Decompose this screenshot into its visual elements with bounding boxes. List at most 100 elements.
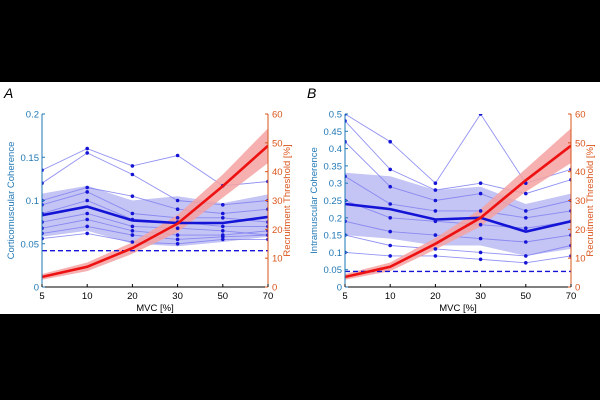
data-point: [478, 257, 483, 262]
individual-trace-6: [345, 234, 571, 257]
right-tick-label: 60: [272, 110, 283, 121]
left-axis-label: Intramuscular Coherence: [309, 147, 320, 254]
left-tick-label: 0.1: [329, 248, 342, 259]
x-tick-label: 10: [82, 291, 93, 302]
left-tick-label: 0.05: [21, 239, 40, 250]
data-point: [433, 181, 438, 185]
x-tick-label: 5: [39, 291, 44, 302]
right-tick-label: 50: [272, 138, 283, 149]
data-point: [524, 226, 528, 230]
x-tick-label: 50: [218, 291, 229, 302]
x-tick-label: 10: [385, 291, 396, 302]
right-tick-label: 60: [575, 110, 586, 121]
data-point: [524, 191, 528, 196]
data-point: [221, 203, 225, 207]
left-tick-label: 0.4: [329, 144, 342, 155]
data-point: [388, 167, 393, 172]
data-point: [221, 216, 225, 220]
data-point: [85, 151, 89, 155]
data-point: [433, 198, 438, 203]
panel-a: 0 0.05 0.1 0.15 0.2 0 10 20 30 40 50 60 5 10 20 30 50 70 M…: [3, 85, 293, 314]
data-point: [175, 226, 180, 230]
data-point: [433, 188, 438, 192]
data-point: [85, 146, 89, 151]
left-tick-label: 0.25: [324, 196, 343, 207]
mean-coherence-line: [345, 202, 571, 233]
data-point: [433, 233, 438, 237]
data-point: [433, 209, 438, 213]
x-tick-label: 5: [342, 291, 347, 302]
x-tick-label: 30: [172, 291, 183, 302]
data-point: [478, 209, 483, 213]
individual-trace-3: [42, 191, 268, 223]
data-point: [524, 240, 528, 244]
right-tick-label: 0: [272, 283, 277, 294]
data-point: [221, 235, 225, 239]
right-tick-label: 40: [272, 167, 283, 178]
x-tick-label: 50: [521, 291, 532, 302]
panel-label: A: [3, 85, 13, 101]
data-point: [175, 233, 180, 237]
right-tick-label: 20: [272, 225, 283, 236]
left-tick-label: 0.35: [324, 161, 343, 172]
left-tick-label: 0: [337, 283, 342, 294]
plot-area: [42, 128, 268, 280]
right-tick-label: 30: [272, 196, 283, 207]
left-tick-label: 0.05: [324, 265, 343, 276]
left-tick-label: 0.5: [329, 110, 342, 121]
individual-trace-4: [345, 200, 571, 229]
panel-label: B: [307, 85, 316, 101]
data-point: [221, 237, 225, 242]
left-tick-label: 0.2: [329, 213, 342, 224]
individual-trace-1: [42, 152, 268, 206]
individual-trace-2: [345, 141, 571, 212]
data-point: [221, 211, 225, 216]
right-tick-label: 50: [575, 138, 586, 149]
x-tick-label: 70: [566, 291, 577, 302]
data-point: [175, 216, 180, 220]
data-point: [85, 224, 89, 229]
left-axis-label: Corticomuscular Coherence: [6, 142, 17, 260]
data-point: [478, 181, 483, 185]
data-point: [130, 224, 135, 229]
right-tick-label: 40: [575, 167, 586, 178]
data-point: [175, 153, 180, 158]
individual-trace-1: [345, 120, 571, 195]
data-point: [85, 211, 89, 216]
individual-trace-3: [345, 175, 571, 219]
x-tick-label: 30: [475, 291, 486, 302]
recruitment-threshold-line: [345, 144, 571, 279]
data-point: [130, 194, 135, 198]
x-axis-label: MVC [%]: [439, 303, 476, 314]
data-point: [524, 216, 528, 220]
data-point: [85, 231, 89, 236]
data-point: [388, 243, 393, 248]
data-point: [388, 229, 393, 234]
data-point: [85, 217, 89, 222]
data-point: [221, 229, 225, 233]
data-point: [175, 198, 180, 203]
left-tick-label: 0.1: [26, 196, 39, 207]
data-point: [130, 233, 135, 237]
plot-area: [345, 114, 571, 280]
data-point: [130, 211, 135, 216]
data-point: [85, 185, 89, 190]
data-point: [388, 254, 393, 258]
x-tick-label: 70: [263, 291, 274, 302]
data-point: [478, 222, 483, 227]
data-point: [524, 261, 528, 265]
individual-trace-2: [42, 187, 268, 214]
data-point: [130, 172, 135, 177]
data-point: [175, 242, 180, 246]
panel-b: 0 0.05 0.1 0.15 0.2 0.25 0.3 0.35 0.4 0.45 0.5 0 10 2…: [307, 85, 596, 314]
data-point: [85, 190, 89, 194]
recruitment-threshold-line: [42, 144, 268, 279]
left-tick-label: 0.3: [329, 179, 342, 190]
right-tick-label: 20: [575, 225, 586, 236]
left-tick-label: 0.15: [324, 231, 343, 242]
data-point: [478, 191, 483, 196]
data-point: [478, 236, 483, 241]
right-axis-label: Recruitment Threshold [%]: [585, 144, 596, 256]
data-point: [221, 224, 225, 229]
data-point: [388, 184, 393, 189]
